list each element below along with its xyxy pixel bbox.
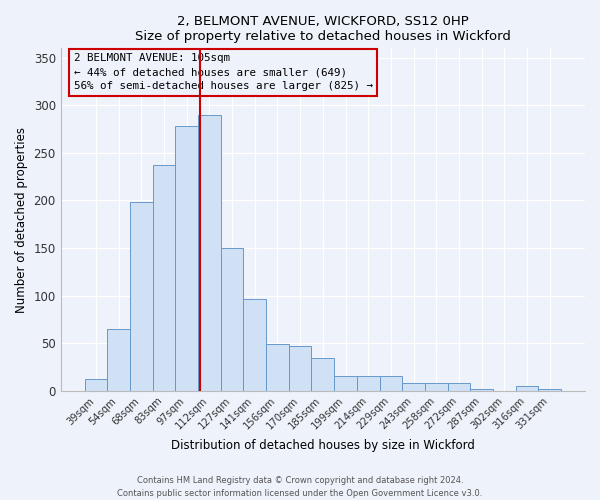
Bar [289,346,311,391]
Bar [130,202,152,390]
Bar [175,126,198,390]
Text: Contains HM Land Registry data © Crown copyright and database right 2024.
Contai: Contains HM Land Registry data © Crown c… [118,476,482,498]
Bar [311,358,334,390]
Y-axis label: Number of detached properties: Number of detached properties [15,126,28,312]
Bar [470,389,493,390]
Text: 2 BELMONT AVENUE: 105sqm
← 44% of detached houses are smaller (649)
56% of semi-: 2 BELMONT AVENUE: 105sqm ← 44% of detach… [74,54,373,92]
Bar [448,383,470,390]
Bar [357,376,380,390]
Bar [402,383,425,390]
Bar [244,300,266,390]
Bar [380,376,402,390]
Bar [221,248,244,390]
Bar [85,380,107,390]
Bar [334,376,357,390]
Bar [152,166,175,390]
Bar [538,389,561,390]
Bar [516,386,538,390]
Bar [425,383,448,390]
X-axis label: Distribution of detached houses by size in Wickford: Distribution of detached houses by size … [171,440,475,452]
Title: 2, BELMONT AVENUE, WICKFORD, SS12 0HP
Size of property relative to detached hous: 2, BELMONT AVENUE, WICKFORD, SS12 0HP Si… [135,15,511,43]
Bar [107,329,130,390]
Bar [266,344,289,391]
Bar [198,115,221,390]
